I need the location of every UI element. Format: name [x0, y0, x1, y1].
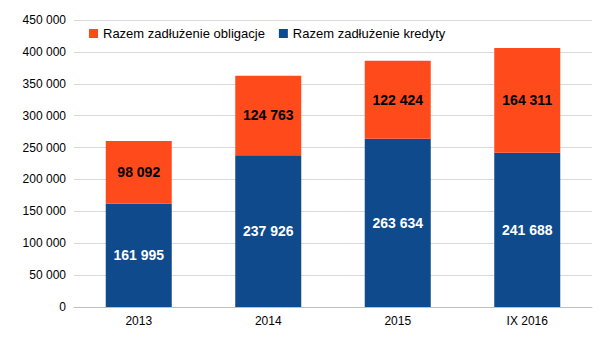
svg-text:122 424: 122 424 — [372, 92, 423, 108]
svg-text:98 092: 98 092 — [117, 164, 160, 180]
svg-text:250 000: 250 000 — [23, 141, 67, 155]
svg-text:200 000: 200 000 — [23, 172, 67, 186]
svg-text:450 000: 450 000 — [23, 13, 67, 27]
svg-text:237 926: 237 926 — [243, 223, 294, 239]
svg-text:161 995: 161 995 — [113, 247, 164, 263]
svg-text:IX 2016: IX 2016 — [507, 314, 549, 328]
svg-text:Razem zadłużenie kredyty: Razem zadłużenie kredyty — [293, 26, 446, 41]
svg-text:0: 0 — [59, 300, 66, 314]
svg-text:124 763: 124 763 — [243, 107, 294, 123]
svg-text:241 688: 241 688 — [502, 222, 553, 238]
svg-text:164 311: 164 311 — [502, 92, 552, 108]
svg-text:400 000: 400 000 — [23, 45, 67, 59]
svg-text:300 000: 300 000 — [23, 109, 67, 123]
svg-text:150 000: 150 000 — [23, 204, 67, 218]
svg-text:Razem zadłużenie obligacje: Razem zadłużenie obligacje — [103, 26, 265, 41]
svg-text:2013: 2013 — [125, 314, 152, 328]
svg-text:50 000: 50 000 — [29, 268, 66, 282]
svg-text:100 000: 100 000 — [23, 236, 67, 250]
svg-text:2015: 2015 — [384, 314, 411, 328]
svg-text:350 000: 350 000 — [23, 77, 67, 91]
svg-text:263 634: 263 634 — [372, 215, 423, 231]
svg-text:2014: 2014 — [255, 314, 282, 328]
